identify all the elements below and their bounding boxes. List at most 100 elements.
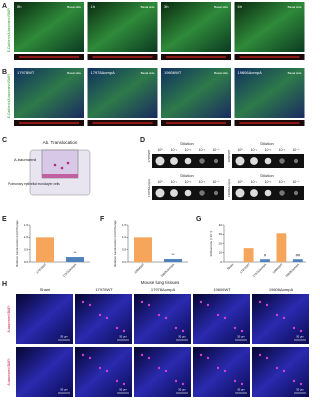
micrograph [14, 2, 84, 52]
colony-spot [170, 189, 178, 197]
signal [157, 313, 161, 317]
signal [265, 356, 269, 360]
signal [81, 300, 85, 304]
colony-spot [155, 156, 165, 166]
signal [105, 316, 109, 320]
dilution-step: 10⁻⁴ [293, 148, 300, 152]
signal [216, 366, 220, 370]
y-tick-label: 40 [219, 223, 223, 227]
dilution-step: 10⁻⁴ [213, 180, 220, 184]
signal [164, 316, 168, 320]
bar [243, 248, 254, 262]
colony-spot [184, 157, 192, 165]
y-tick-label: 30 [219, 232, 223, 236]
colony-spot [293, 190, 299, 196]
signal [174, 379, 178, 383]
scale-label: 50 μm [296, 335, 303, 339]
image-label: 1h [91, 4, 95, 9]
micrograph [75, 347, 132, 397]
signal [115, 379, 119, 383]
colony-spot [235, 156, 245, 166]
signal [181, 329, 185, 333]
bar [276, 233, 287, 262]
signal [299, 329, 303, 333]
dilution-step: 10⁻³ [279, 148, 286, 152]
x-tick-label: 17978WT [35, 262, 47, 274]
bar [36, 237, 54, 262]
x-tick-label: 19606WT [272, 262, 284, 274]
y-axis-label: Relative translocation Fold Change [113, 220, 117, 267]
colony-spot [199, 158, 205, 164]
signal [140, 353, 144, 357]
micrograph [87, 2, 158, 52]
panel-label: D [140, 137, 145, 144]
corner-label: Basal side [288, 71, 302, 75]
dilution-step: 10⁻¹ [171, 148, 178, 152]
row-label: 19606WT [227, 149, 231, 162]
dilution-step: 10⁻² [185, 148, 192, 152]
dilution-step: 10⁰ [238, 180, 244, 184]
signal [115, 326, 119, 330]
image-label: 6h [238, 4, 242, 9]
corner-label: Basal side [67, 71, 81, 75]
signal [140, 300, 144, 304]
scale-label: 50 μm [60, 388, 67, 392]
y-axis-label: In/Dextrans (×10⁻³) [209, 231, 213, 257]
corner-label: Basal side [67, 5, 81, 9]
signal [122, 382, 126, 386]
panel-label: C [2, 137, 7, 144]
signal [275, 313, 279, 317]
dilution-step: 10⁻² [265, 180, 272, 184]
x-tick-label: Sham [226, 262, 235, 271]
bacterium [60, 166, 64, 170]
column-label: 19606WT [213, 287, 231, 292]
side-label: E-Cadherin/A.baumannii/DAPI [7, 74, 11, 119]
corner-label: Basal side [214, 71, 228, 75]
y-tick-label: 0.0 [122, 260, 127, 264]
scale-label: 50 μm [237, 388, 244, 392]
signal [282, 369, 286, 373]
bacterium [66, 161, 70, 165]
panel-label: E [2, 216, 7, 223]
y-tick-label: 10 [219, 251, 223, 255]
significance: ## [296, 252, 301, 257]
signal [98, 313, 102, 317]
diagram-title: Ab. Translocation [43, 140, 78, 145]
micrograph [252, 294, 309, 344]
column-label: 17978WT [95, 287, 113, 292]
panel-label: F [100, 216, 105, 223]
colony-spot [250, 157, 258, 165]
dilution-step: 10⁰ [238, 148, 244, 152]
figure: A B C D E F G H Ab. Translocation A.baum… [2, 2, 309, 397]
signal [98, 366, 102, 370]
side-label: E-Cadherin/A.baumannii/DAPI [7, 8, 11, 53]
signal [233, 379, 237, 383]
colony-spot [213, 190, 219, 196]
significance: ** [171, 252, 175, 257]
row-label: 17978ΔompA [147, 179, 151, 197]
dilution-step: 10⁻² [185, 180, 192, 184]
corner-label: Basal side [141, 5, 155, 9]
micrograph [16, 347, 73, 397]
signal [206, 356, 210, 360]
colony-spot [279, 158, 285, 164]
colony-spot [279, 190, 285, 196]
scale-label: 50 μm [178, 388, 185, 392]
colony-spot [213, 158, 219, 164]
signal [258, 300, 262, 304]
signal [122, 329, 126, 333]
colony-spot [235, 188, 245, 198]
signal [164, 369, 168, 373]
signal [223, 369, 227, 373]
significance: # [264, 252, 267, 257]
diagram-label: Pulmonary epithelial monolayer cells [8, 182, 60, 186]
dilution-header: Dilution [180, 173, 193, 178]
micrograph [193, 347, 250, 397]
dilution-step: 10⁻³ [199, 148, 206, 152]
micrograph [16, 294, 73, 344]
micrograph [161, 2, 231, 52]
y-tick-label: 0.0 [24, 260, 29, 264]
signal [147, 356, 151, 360]
signal [299, 382, 303, 386]
colony-spot [199, 190, 205, 196]
